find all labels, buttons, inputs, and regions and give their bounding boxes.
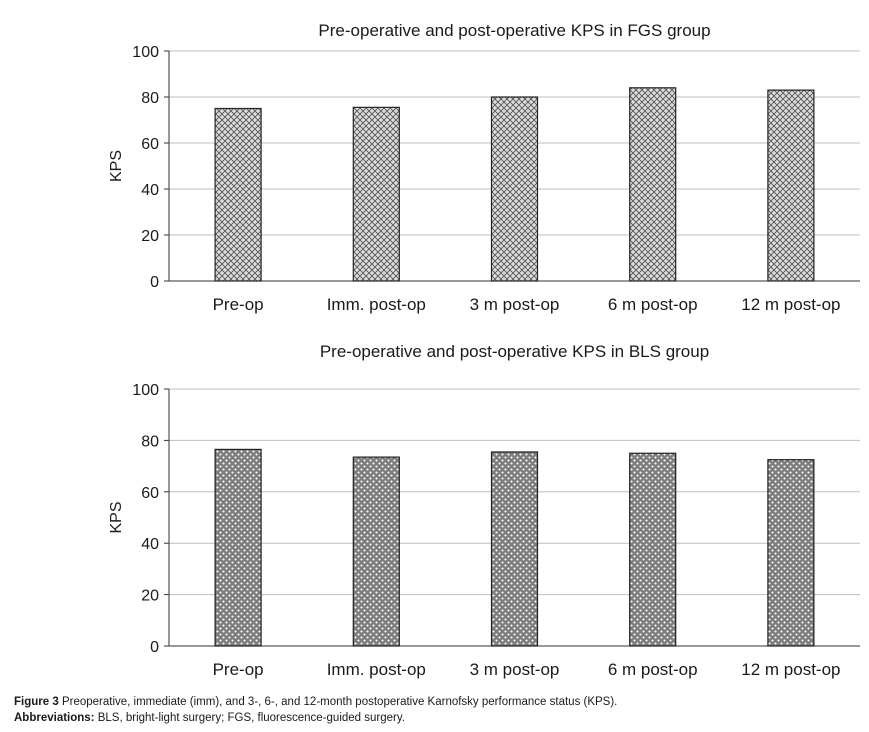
y-tick-label: 20	[141, 228, 159, 245]
x-tick-label: 6 m post-op	[608, 660, 698, 679]
chart-title: Pre-operative and post-operative KPS in …	[318, 21, 710, 40]
y-tick-label: 40	[141, 182, 159, 199]
abbreviations-text: BLS, bright-light surgery; FGS, fluoresc…	[97, 712, 405, 724]
abbreviations-label: Abbreviations:	[14, 712, 95, 724]
y-tick-label: 0	[150, 639, 159, 656]
y-tick-label: 80	[141, 433, 159, 450]
x-tick-label: Imm. post-op	[327, 660, 426, 679]
chart-1: Pre-operative and post-operative KPS in …	[108, 21, 860, 314]
x-tick-label: 3 m post-op	[470, 660, 560, 679]
bar-imm-post-op	[352, 106, 400, 282]
figure-caption-text: Preoperative, immediate (imm), and 3-, 6…	[61, 696, 618, 708]
bar-12-m-post-op	[767, 459, 815, 647]
y-axis-label: KPS	[108, 150, 125, 182]
bar-pre-op	[214, 107, 262, 282]
chart-title: Pre-operative and post-operative KPS in …	[320, 342, 709, 361]
chart-2: Pre-operative and post-operative KPS in …	[108, 342, 860, 679]
abbreviations-note: Abbreviations: BLS, bright-light surgery…	[14, 711, 859, 726]
x-tick-label: Pre-op	[213, 660, 264, 679]
bar-6-m-post-op	[629, 87, 677, 282]
bar-imm-post-op	[352, 456, 400, 647]
x-tick-label: Imm. post-op	[327, 295, 426, 314]
x-tick-label: 6 m post-op	[608, 295, 698, 314]
y-tick-label: 20	[141, 588, 159, 605]
y-tick-label: 100	[132, 382, 159, 399]
x-tick-label: 12 m post-op	[741, 660, 840, 679]
y-tick-label: 60	[141, 485, 159, 502]
figure-caption: Figure 3 Preoperative, immediate (imm), …	[14, 695, 859, 710]
y-tick-label: 80	[141, 90, 159, 107]
y-tick-label: 0	[150, 274, 159, 291]
y-tick-label: 60	[141, 136, 159, 153]
figure-label: Figure 3	[14, 696, 59, 708]
bar-3-m-post-op	[490, 451, 539, 647]
bar-pre-op	[214, 448, 262, 647]
y-tick-label: 100	[132, 44, 159, 61]
y-tick-label: 40	[141, 536, 159, 553]
x-tick-label: 3 m post-op	[470, 295, 560, 314]
x-tick-label: Pre-op	[213, 295, 264, 314]
figure-charts: Pre-operative and post-operative KPS in …	[108, 21, 860, 679]
bar-12-m-post-op	[767, 89, 815, 282]
bar-6-m-post-op	[629, 452, 677, 647]
y-axis-label: KPS	[108, 501, 125, 533]
x-tick-label: 12 m post-op	[741, 295, 840, 314]
bar-3-m-post-op	[490, 96, 539, 282]
